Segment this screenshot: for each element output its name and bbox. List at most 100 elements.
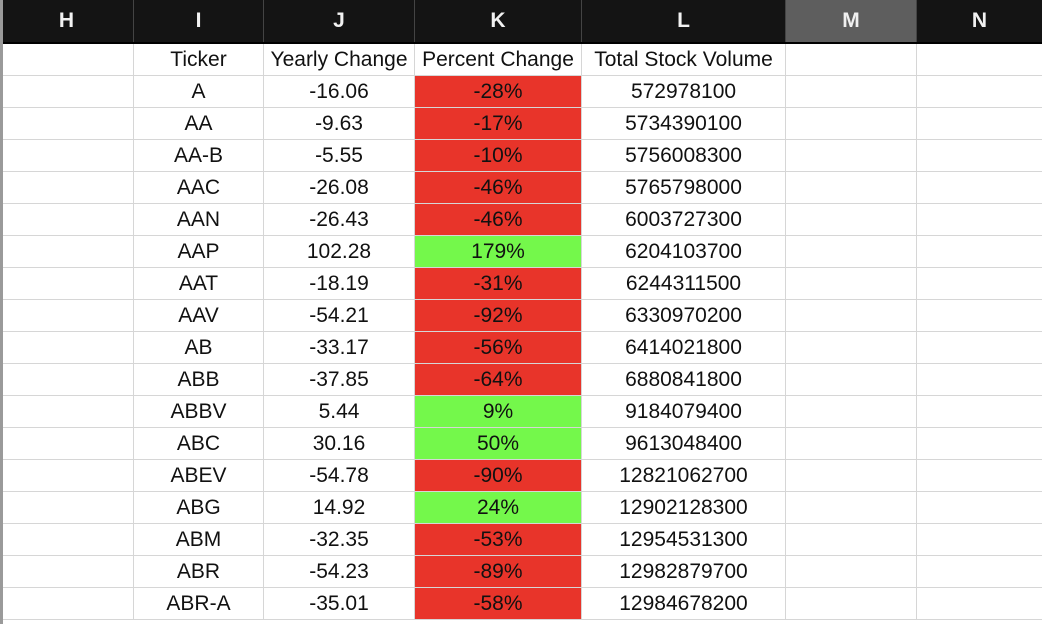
cell-empty[interactable] bbox=[786, 524, 917, 556]
ticker-cell[interactable]: ABR bbox=[134, 556, 264, 588]
yearly-change-cell[interactable]: -26.08 bbox=[264, 172, 415, 204]
percent-change-cell[interactable]: -46% bbox=[415, 204, 582, 236]
cell-empty[interactable] bbox=[0, 396, 134, 428]
cell-empty[interactable] bbox=[0, 556, 134, 588]
ticker-cell[interactable]: ABBV bbox=[134, 396, 264, 428]
cell-empty[interactable] bbox=[917, 172, 1042, 204]
yearly-change-cell[interactable]: 30.16 bbox=[264, 428, 415, 460]
cell-empty[interactable] bbox=[786, 396, 917, 428]
cell-empty[interactable] bbox=[917, 236, 1042, 268]
cell-empty[interactable] bbox=[917, 364, 1042, 396]
yearly-change-cell[interactable]: -54.78 bbox=[264, 460, 415, 492]
cell-empty[interactable] bbox=[0, 428, 134, 460]
total-stock-volume-cell[interactable]: 12821062700 bbox=[582, 460, 786, 492]
column-header-k[interactable]: K bbox=[415, 0, 582, 42]
cell-empty[interactable] bbox=[917, 76, 1042, 108]
ticker-cell[interactable]: AAC bbox=[134, 172, 264, 204]
cell-empty[interactable] bbox=[0, 108, 134, 140]
cell-empty[interactable] bbox=[917, 332, 1042, 364]
ticker-cell[interactable]: AAN bbox=[134, 204, 264, 236]
ticker-cell[interactable]: A bbox=[134, 76, 264, 108]
yearly-change-cell[interactable]: -26.43 bbox=[264, 204, 415, 236]
cell-empty[interactable] bbox=[0, 492, 134, 524]
cell-empty[interactable] bbox=[917, 524, 1042, 556]
cell-empty[interactable] bbox=[0, 588, 134, 620]
cell-empty[interactable] bbox=[917, 396, 1042, 428]
total-stock-volume-cell[interactable]: 5734390100 bbox=[582, 108, 786, 140]
cell-empty[interactable] bbox=[0, 44, 134, 76]
percent-change-cell[interactable]: 24% bbox=[415, 492, 582, 524]
cell-empty[interactable] bbox=[0, 236, 134, 268]
cell-empty[interactable] bbox=[917, 460, 1042, 492]
cell-empty[interactable] bbox=[786, 76, 917, 108]
yearly-change-cell[interactable]: -32.35 bbox=[264, 524, 415, 556]
cell-empty[interactable] bbox=[786, 204, 917, 236]
total-stock-volume-cell[interactable]: 6880841800 bbox=[582, 364, 786, 396]
column-header-h[interactable]: H bbox=[0, 0, 134, 42]
percent-change-cell[interactable]: -89% bbox=[415, 556, 582, 588]
cell-empty[interactable] bbox=[786, 460, 917, 492]
cell-empty[interactable] bbox=[786, 140, 917, 172]
yearly-change-cell[interactable]: -37.85 bbox=[264, 364, 415, 396]
cell-empty[interactable] bbox=[0, 460, 134, 492]
ticker-cell[interactable]: ABEV bbox=[134, 460, 264, 492]
cell-empty[interactable] bbox=[917, 108, 1042, 140]
ticker-cell[interactable]: AB bbox=[134, 332, 264, 364]
total-stock-volume-cell[interactable]: 6414021800 bbox=[582, 332, 786, 364]
cell-empty[interactable] bbox=[0, 76, 134, 108]
cell-empty[interactable] bbox=[917, 204, 1042, 236]
percent-change-cell[interactable]: 9% bbox=[415, 396, 582, 428]
cell-empty[interactable] bbox=[917, 300, 1042, 332]
ticker-cell[interactable]: ABB bbox=[134, 364, 264, 396]
cell-empty[interactable] bbox=[0, 300, 134, 332]
yearly-change-cell[interactable]: -5.55 bbox=[264, 140, 415, 172]
ticker-header[interactable]: Ticker bbox=[134, 44, 264, 76]
percent-change-cell[interactable]: -10% bbox=[415, 140, 582, 172]
cell-empty[interactable] bbox=[0, 172, 134, 204]
total-stock-volume-cell[interactable]: 12984678200 bbox=[582, 588, 786, 620]
yearly-change-cell[interactable]: -33.17 bbox=[264, 332, 415, 364]
percent-change-cell[interactable]: -17% bbox=[415, 108, 582, 140]
ticker-cell[interactable]: AA-B bbox=[134, 140, 264, 172]
yearly-change-cell[interactable]: -35.01 bbox=[264, 588, 415, 620]
yearly-change-cell[interactable]: -16.06 bbox=[264, 76, 415, 108]
cell-empty[interactable] bbox=[917, 44, 1042, 76]
ticker-cell[interactable]: AAV bbox=[134, 300, 264, 332]
yearly-change-cell[interactable]: -54.23 bbox=[264, 556, 415, 588]
column-header-n[interactable]: N bbox=[971, 9, 988, 32]
cell-empty[interactable] bbox=[786, 588, 917, 620]
total-stock-volume-header[interactable]: Total Stock Volume bbox=[582, 44, 786, 76]
cell-empty[interactable] bbox=[786, 236, 917, 268]
total-stock-volume-cell[interactable]: 6003727300 bbox=[582, 204, 786, 236]
cell-empty[interactable] bbox=[786, 332, 917, 364]
ticker-cell[interactable]: AAP bbox=[134, 236, 264, 268]
cell-empty[interactable] bbox=[786, 428, 917, 460]
ticker-cell[interactable]: AAT bbox=[134, 268, 264, 300]
cell-empty[interactable] bbox=[0, 268, 134, 300]
total-stock-volume-cell[interactable]: 5756008300 bbox=[582, 140, 786, 172]
cell-empty[interactable] bbox=[786, 44, 917, 76]
cell-empty[interactable] bbox=[0, 204, 134, 236]
yearly-change-cell[interactable]: 14.92 bbox=[264, 492, 415, 524]
cell-empty[interactable] bbox=[0, 140, 134, 172]
total-stock-volume-cell[interactable]: 6204103700 bbox=[582, 236, 786, 268]
cell-empty[interactable] bbox=[917, 492, 1042, 524]
percent-change-cell[interactable]: 179% bbox=[415, 236, 582, 268]
cell-empty[interactable] bbox=[917, 268, 1042, 300]
cell-empty[interactable] bbox=[786, 268, 917, 300]
percent-change-cell[interactable]: -28% bbox=[415, 76, 582, 108]
ticker-cell[interactable]: ABC bbox=[134, 428, 264, 460]
total-stock-volume-cell[interactable]: 572978100 bbox=[582, 76, 786, 108]
yearly-change-cell[interactable]: 102.28 bbox=[264, 236, 415, 268]
yearly-change-cell[interactable]: 5.44 bbox=[264, 396, 415, 428]
ticker-cell[interactable]: AA bbox=[134, 108, 264, 140]
yearly-change-header[interactable]: Yearly Change bbox=[264, 44, 415, 76]
percent-change-cell[interactable]: -92% bbox=[415, 300, 582, 332]
total-stock-volume-cell[interactable]: 12954531300 bbox=[582, 524, 786, 556]
percent-change-header[interactable]: Percent Change bbox=[415, 44, 582, 76]
percent-change-cell[interactable]: -56% bbox=[415, 332, 582, 364]
cell-empty[interactable] bbox=[786, 364, 917, 396]
cell-empty[interactable] bbox=[786, 172, 917, 204]
cell-empty[interactable] bbox=[786, 108, 917, 140]
cell-empty[interactable] bbox=[0, 364, 134, 396]
